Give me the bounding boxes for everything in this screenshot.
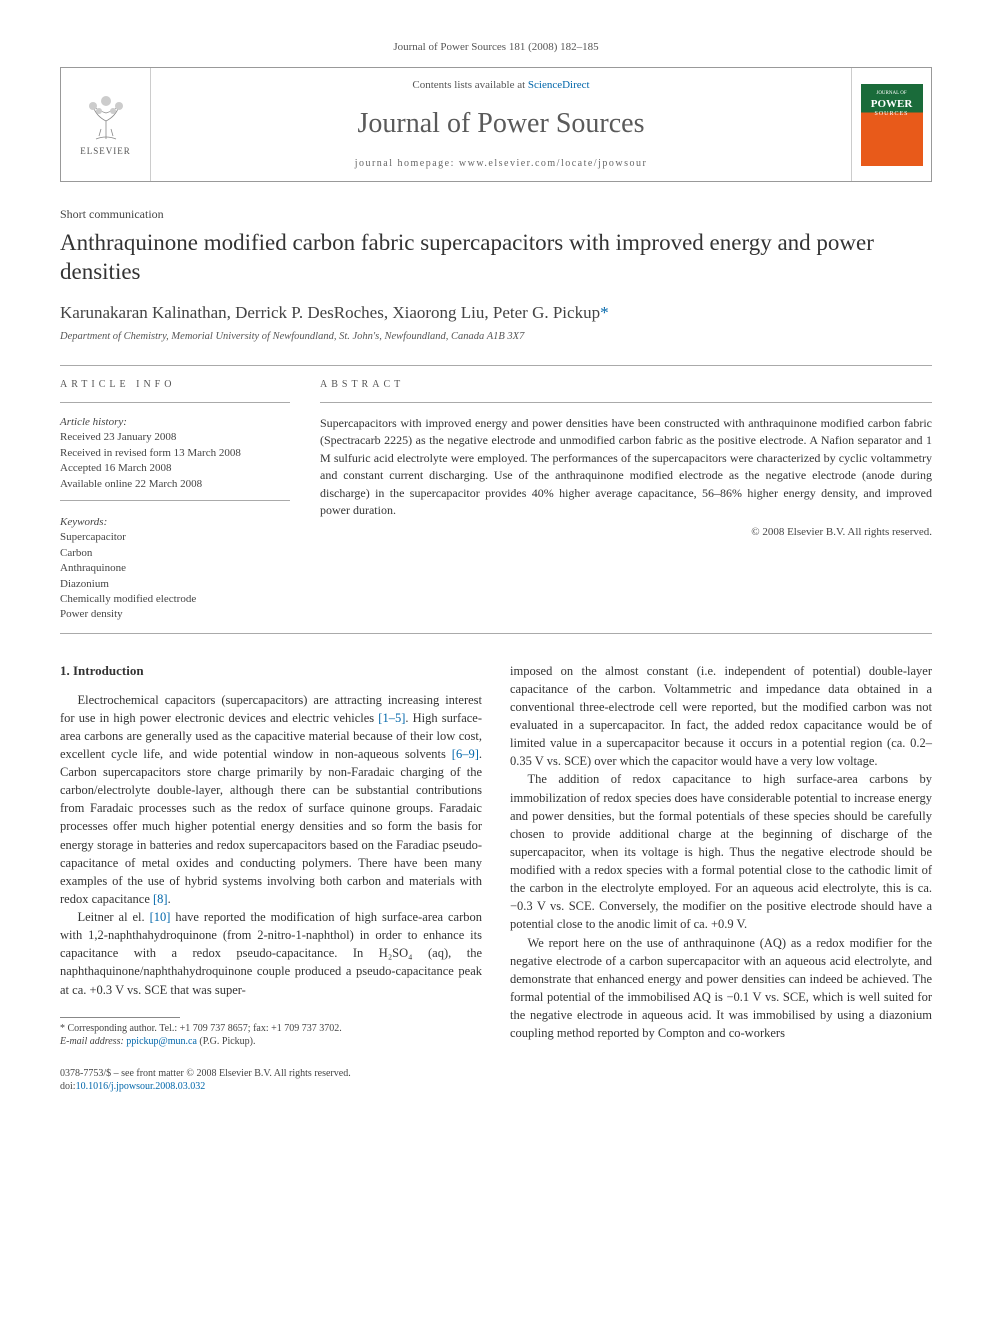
authors-text: Karunakaran Kalinathan, Derrick P. DesRo… bbox=[60, 303, 600, 322]
article-body: 1. Introduction Electrochemical capacito… bbox=[60, 662, 932, 1049]
keywords-head: Keywords: bbox=[60, 515, 290, 530]
elsevier-tree-icon bbox=[81, 91, 131, 141]
cover-line2: POWER bbox=[871, 99, 913, 110]
article-title: Anthraquinone modified carbon fabric sup… bbox=[60, 229, 932, 287]
corresponding-marker: * bbox=[600, 303, 609, 322]
body-paragraph: Electrochemical capacitors (supercapacit… bbox=[60, 691, 482, 909]
abstract-text: Supercapacitors with improved energy and… bbox=[320, 415, 932, 519]
divider-rule bbox=[60, 365, 932, 366]
publisher-logo-block: ELSEVIER bbox=[61, 68, 151, 181]
info-abstract-row: ARTICLE INFO Article history: Received 2… bbox=[60, 378, 932, 623]
article-history-block: Article history: Received 23 January 200… bbox=[60, 415, 290, 492]
corresponding-footnote: * Corresponding author. Tel.: +1 709 737… bbox=[60, 1022, 482, 1036]
article-type: Short communication bbox=[60, 206, 932, 223]
email-link[interactable]: ppickup@mun.ca bbox=[126, 1036, 197, 1047]
ref-link[interactable]: [6–9] bbox=[452, 747, 479, 761]
journal-citation: Journal of Power Sources 181 (2008) 182–… bbox=[60, 40, 932, 55]
author-list: Karunakaran Kalinathan, Derrick P. DesRo… bbox=[60, 302, 932, 324]
cover-line1: JOURNAL OF bbox=[876, 90, 906, 97]
ref-link[interactable]: [8] bbox=[153, 892, 168, 906]
divider-rule-2 bbox=[60, 633, 932, 634]
sciencedirect-link[interactable]: ScienceDirect bbox=[528, 79, 590, 91]
body-paragraph: imposed on the almost constant (i.e. ind… bbox=[510, 662, 932, 771]
info-rule-2 bbox=[60, 500, 290, 501]
body-text: . bbox=[168, 892, 171, 906]
email-footnote: E-mail address: ppickup@mun.ca (P.G. Pic… bbox=[60, 1035, 482, 1049]
keyword: Diazonium bbox=[60, 577, 290, 592]
abstract-rule bbox=[320, 402, 932, 403]
keyword: Carbon bbox=[60, 546, 290, 561]
body-text: Leitner al el. bbox=[78, 910, 150, 924]
history-line: Accepted 16 March 2008 bbox=[60, 461, 290, 476]
history-line: Available online 22 March 2008 bbox=[60, 477, 290, 492]
ref-link[interactable]: [10] bbox=[150, 910, 171, 924]
journal-name: Journal of Power Sources bbox=[358, 104, 645, 143]
history-line: Received in revised form 13 March 2008 bbox=[60, 446, 290, 461]
keyword: Anthraquinone bbox=[60, 561, 290, 576]
section-heading-intro: 1. Introduction bbox=[60, 662, 482, 681]
journal-homepage: journal homepage: www.elsevier.com/locat… bbox=[355, 157, 648, 171]
journal-cover-block: JOURNAL OF POWER SOURCES bbox=[851, 68, 931, 181]
abstract-column: ABSTRACT Supercapacitors with improved e… bbox=[320, 378, 932, 623]
doi-line: doi:10.1016/j.jpowsour.2008.03.032 bbox=[60, 1080, 932, 1094]
contents-prefix: Contents lists available at bbox=[412, 79, 527, 91]
masthead-center: Contents lists available at ScienceDirec… bbox=[151, 68, 851, 181]
email-label: E-mail address: bbox=[60, 1036, 126, 1047]
email-tail: (P.G. Pickup). bbox=[197, 1036, 256, 1047]
article-info-label: ARTICLE INFO bbox=[60, 378, 290, 392]
abstract-copyright: © 2008 Elsevier B.V. All rights reserved… bbox=[320, 525, 932, 540]
publisher-label: ELSEVIER bbox=[80, 145, 131, 158]
cover-line3: SOURCES bbox=[874, 110, 908, 118]
doi-label: doi: bbox=[60, 1081, 76, 1092]
article-info-column: ARTICLE INFO Article history: Received 2… bbox=[60, 378, 290, 623]
affiliation: Department of Chemistry, Memorial Univer… bbox=[60, 330, 932, 345]
contents-available-line: Contents lists available at ScienceDirec… bbox=[412, 78, 589, 93]
body-text: . Carbon supercapacitors store charge pr… bbox=[60, 747, 482, 906]
history-head: Article history: bbox=[60, 415, 290, 430]
journal-masthead: ELSEVIER Contents lists available at Sci… bbox=[60, 67, 932, 182]
keywords-block: Keywords: Supercapacitor Carbon Anthraqu… bbox=[60, 515, 290, 623]
abstract-label: ABSTRACT bbox=[320, 378, 932, 392]
keyword: Supercapacitor bbox=[60, 530, 290, 545]
keyword: Chemically modified electrode bbox=[60, 592, 290, 607]
body-paragraph: We report here on the use of anthraquino… bbox=[510, 934, 932, 1043]
issn-line: 0378-7753/$ – see front matter © 2008 El… bbox=[60, 1067, 932, 1081]
footnote-rule bbox=[60, 1017, 180, 1018]
keyword: Power density bbox=[60, 607, 290, 622]
history-line: Received 23 January 2008 bbox=[60, 430, 290, 445]
body-paragraph: Leitner al el. [10] have reported the mo… bbox=[60, 908, 482, 999]
info-rule-1 bbox=[60, 402, 290, 403]
body-paragraph: The addition of redox capacitance to hig… bbox=[510, 770, 932, 933]
doi-link[interactable]: 10.1016/j.jpowsour.2008.03.032 bbox=[76, 1081, 206, 1092]
page-footer: 0378-7753/$ – see front matter © 2008 El… bbox=[60, 1067, 932, 1094]
journal-cover-thumbnail: JOURNAL OF POWER SOURCES bbox=[861, 84, 923, 166]
ref-link[interactable]: [1–5] bbox=[378, 711, 405, 725]
